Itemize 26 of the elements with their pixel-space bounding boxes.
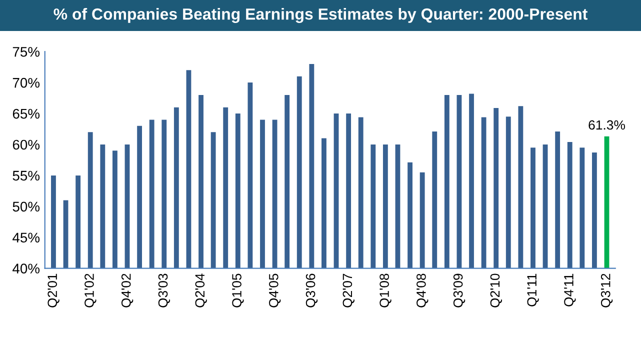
x-tick-label: Q3'06 <box>306 274 318 308</box>
x-tick-label: Q3'03 <box>158 274 170 308</box>
y-tick-label: 55% <box>12 170 40 181</box>
x-tick-label: Q1'05 <box>232 274 244 308</box>
x-tick-label: Q2'10 <box>490 274 502 308</box>
y-tick-label: 60% <box>12 140 40 150</box>
x-tick-label: Q2'07 <box>342 274 354 308</box>
x-tick-label: Q4'11 <box>564 274 576 306</box>
x-tick-label: Q4'05 <box>268 274 281 308</box>
x-tick-label: Q1'11 <box>527 274 539 306</box>
y-tick-label: 70% <box>12 78 40 88</box>
y-tick-label: 40% <box>12 264 40 274</box>
x-tick-label: Q2'04 <box>195 274 207 308</box>
x-tick-label: Q1'02 <box>84 274 96 308</box>
y-tick-label: 75% <box>12 46 40 57</box>
x-tick-label: Q3'12 <box>600 274 613 308</box>
x-tick-label: Q4'02 <box>121 274 134 308</box>
x-tick-label: Q2'01 <box>48 274 60 308</box>
y-tick-label: 50% <box>12 202 40 212</box>
y-tick-label: 65% <box>12 108 40 119</box>
x-tick-label: Q4'08 <box>416 274 428 308</box>
x-tick-label: Q3'09 <box>453 274 466 308</box>
x-tick-label: Q1'08 <box>380 274 392 308</box>
y-tick-label: 45% <box>12 232 40 243</box>
chart-title: % of Companies Beating Earnings Estimates by Quarter: 2000-Present <box>54 8 588 23</box>
data-label: 61.3% <box>588 120 625 130</box>
